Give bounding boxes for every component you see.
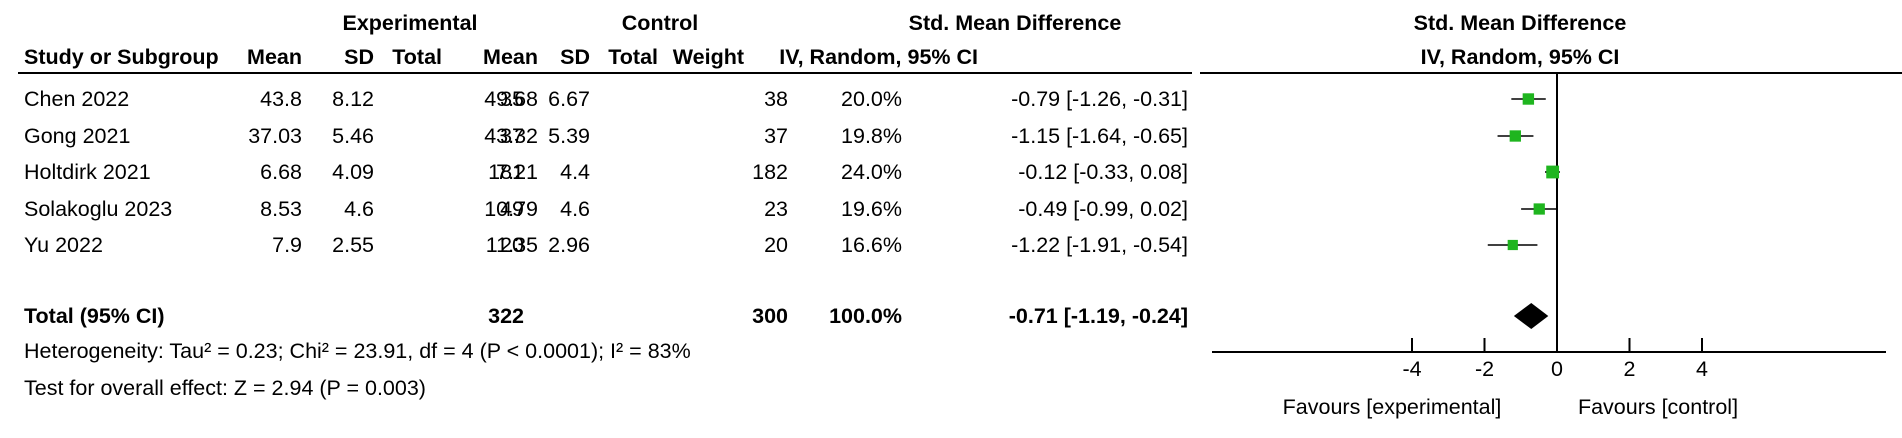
favours-control-label: Favours [control] <box>1578 395 1738 419</box>
favours-experimental-label: Favours [experimental] <box>1283 395 1502 419</box>
x-tick-label: 2 <box>1624 357 1636 381</box>
study-effect-marker <box>1522 93 1535 105</box>
cell-exp-sd: 5.46 <box>332 124 374 148</box>
control-group-header: Control <box>621 11 699 35</box>
cell-exp-mean: 6.68 <box>260 160 302 184</box>
study-effect-marker <box>1509 130 1521 142</box>
cell-exp-total: 181 <box>488 160 524 184</box>
cell-exp-total: 20 <box>500 233 524 257</box>
forest-plot-title: Std. Mean Difference <box>1413 11 1627 35</box>
x-tick-label: 4 <box>1696 357 1708 381</box>
cell-study: Yu 2022 <box>24 233 103 257</box>
cell-ctl-mean: 43.32 <box>484 124 538 148</box>
total-label: Total (95% CI) <box>24 304 165 328</box>
cell-ctl-sd: 2.96 <box>548 233 590 257</box>
cell-study: Gong 2021 <box>24 124 131 148</box>
cell-ctl-total: 23 <box>764 197 788 221</box>
study-effect-marker <box>1533 203 1545 215</box>
cell-exp-mean: 37.03 <box>248 124 302 148</box>
cell-ctl-total: 38 <box>764 87 788 111</box>
cell-ci: -1.15 [-1.64, -0.65] <box>1011 124 1188 148</box>
cell-exp-total: 37 <box>500 124 524 148</box>
cell-ci: -1.22 [-1.91, -0.54] <box>1011 233 1188 257</box>
cell-ctl-mean: 49.68 <box>484 87 538 111</box>
cell-exp-mean: 7.9 <box>272 233 302 257</box>
total-weight: 100.0% <box>829 304 902 328</box>
cell-ctl-total: 37 <box>764 124 788 148</box>
column-header-ctl-sd: SD <box>560 45 590 69</box>
cell-exp-total: 35 <box>500 87 524 111</box>
column-header-ctl-mean: Mean <box>483 45 538 69</box>
pooled-effect-diamond <box>1513 303 1549 329</box>
study-effect-marker <box>1507 239 1518 251</box>
cell-exp-sd: 2.55 <box>332 233 374 257</box>
heterogeneity-text: Heterogeneity: Tau² = 0.23; Chi² = 23.91… <box>24 339 691 363</box>
cell-study: Solakoglu 2023 <box>24 197 173 221</box>
cell-ctl-sd: 4.6 <box>560 197 590 221</box>
total-ci: -0.71 [-1.19, -0.24] <box>1008 304 1188 328</box>
x-tick-label: 0 <box>1551 357 1563 381</box>
overall-effect-text: Test for overall effect: Z = 2.94 (P = 0… <box>24 376 426 400</box>
cell-weight: 16.6% <box>841 233 902 257</box>
column-header-smd-method: IV, Random, 95% CI <box>779 45 978 69</box>
cell-ci: -0.12 [-0.33, 0.08] <box>1018 160 1188 184</box>
cell-ctl-sd: 4.4 <box>560 160 590 184</box>
cell-ctl-total: 182 <box>752 160 788 184</box>
cell-exp-sd: 4.6 <box>344 197 374 221</box>
cell-ctl-total: 20 <box>764 233 788 257</box>
forest-plot-subtitle: IV, Random, 95% CI <box>1420 45 1620 69</box>
cell-ctl-mean: 10.79 <box>484 197 538 221</box>
cell-exp-sd: 4.09 <box>332 160 374 184</box>
cell-exp-total: 49 <box>500 197 524 221</box>
cell-weight: 19.8% <box>841 124 902 148</box>
column-header-exp-sd: SD <box>344 45 374 69</box>
cell-weight: 19.6% <box>841 197 902 221</box>
cell-exp-sd: 8.12 <box>332 87 374 111</box>
column-header-weight: Weight <box>672 45 744 69</box>
total-exp-n: 322 <box>488 304 524 328</box>
cell-ctl-sd: 5.39 <box>548 124 590 148</box>
cell-study: Holtdirk 2021 <box>24 160 151 184</box>
column-header-exp-total: Total <box>392 45 442 69</box>
cell-ctl-sd: 6.67 <box>548 87 590 111</box>
cell-weight: 24.0% <box>841 160 902 184</box>
column-header-study: Study or Subgroup <box>24 45 219 69</box>
plot-header-rule <box>1200 72 1902 74</box>
experimental-group-header: Experimental <box>342 11 478 35</box>
smd-group-header: Std. Mean Difference <box>908 11 1122 35</box>
cell-ctl-mean: 11.35 <box>485 233 538 257</box>
cell-ci: -0.49 [-0.99, 0.02] <box>1018 197 1188 221</box>
study-effect-marker <box>1546 165 1560 179</box>
column-header-exp-mean: Mean <box>247 45 302 69</box>
x-tick-label: -4 <box>1402 357 1421 381</box>
cell-study: Chen 2022 <box>24 87 130 111</box>
column-header-ctl-total: Total <box>608 45 658 69</box>
cell-exp-mean: 8.53 <box>260 197 302 221</box>
cell-exp-mean: 43.8 <box>260 87 302 111</box>
cell-weight: 20.0% <box>841 87 902 111</box>
x-tick-label: -2 <box>1475 357 1494 381</box>
table-header-rule <box>18 72 1192 74</box>
cell-ctl-mean: 7.21 <box>496 160 538 184</box>
cell-ci: -0.79 [-1.26, -0.31] <box>1011 87 1188 111</box>
total-ctl-n: 300 <box>752 304 788 328</box>
